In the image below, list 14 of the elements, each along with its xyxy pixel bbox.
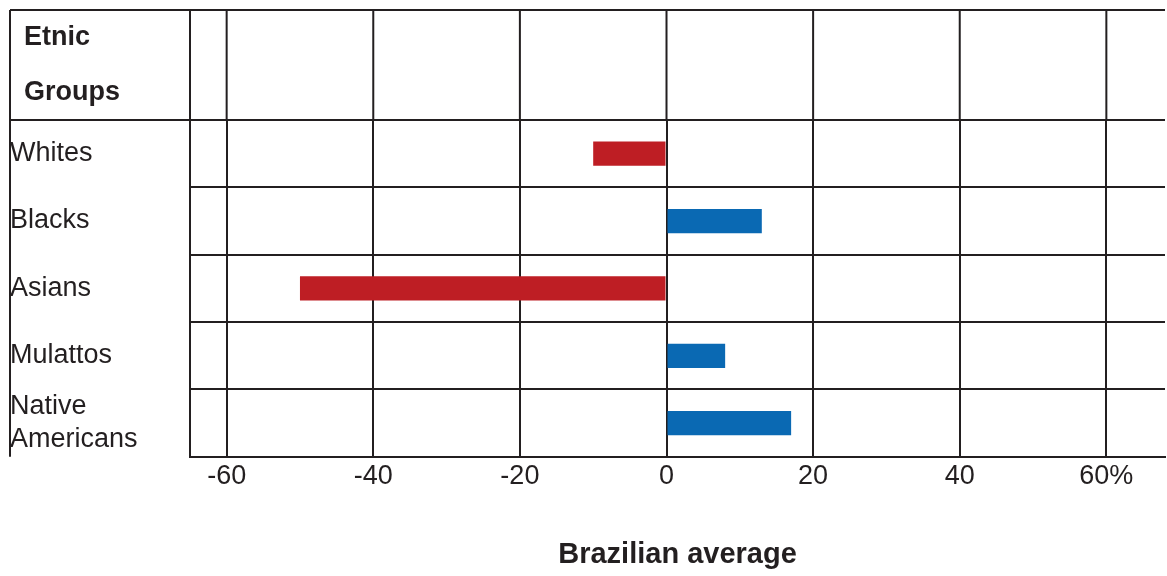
y-tick-label: Mulattos	[10, 339, 113, 370]
y-axis-title: Etnic Groups	[24, 21, 121, 107]
x-tick-label: -20	[500, 460, 540, 491]
y-tick-label: Blacks	[10, 204, 90, 235]
y-tick-label: Native Americans	[10, 390, 138, 453]
y-tick-label: Whites	[10, 137, 93, 168]
x-tick-label: 0	[658, 460, 675, 491]
x-tick-label: 60%	[1079, 460, 1134, 491]
x-tick-label: 40	[944, 460, 975, 491]
y-tick-label: Asians	[10, 271, 92, 302]
x-axis-title: Brazilian average	[558, 536, 797, 569]
x-tick-label: 20	[798, 460, 829, 491]
x-tick-label: -40	[353, 460, 393, 491]
x-tick-label: -60	[207, 460, 247, 491]
